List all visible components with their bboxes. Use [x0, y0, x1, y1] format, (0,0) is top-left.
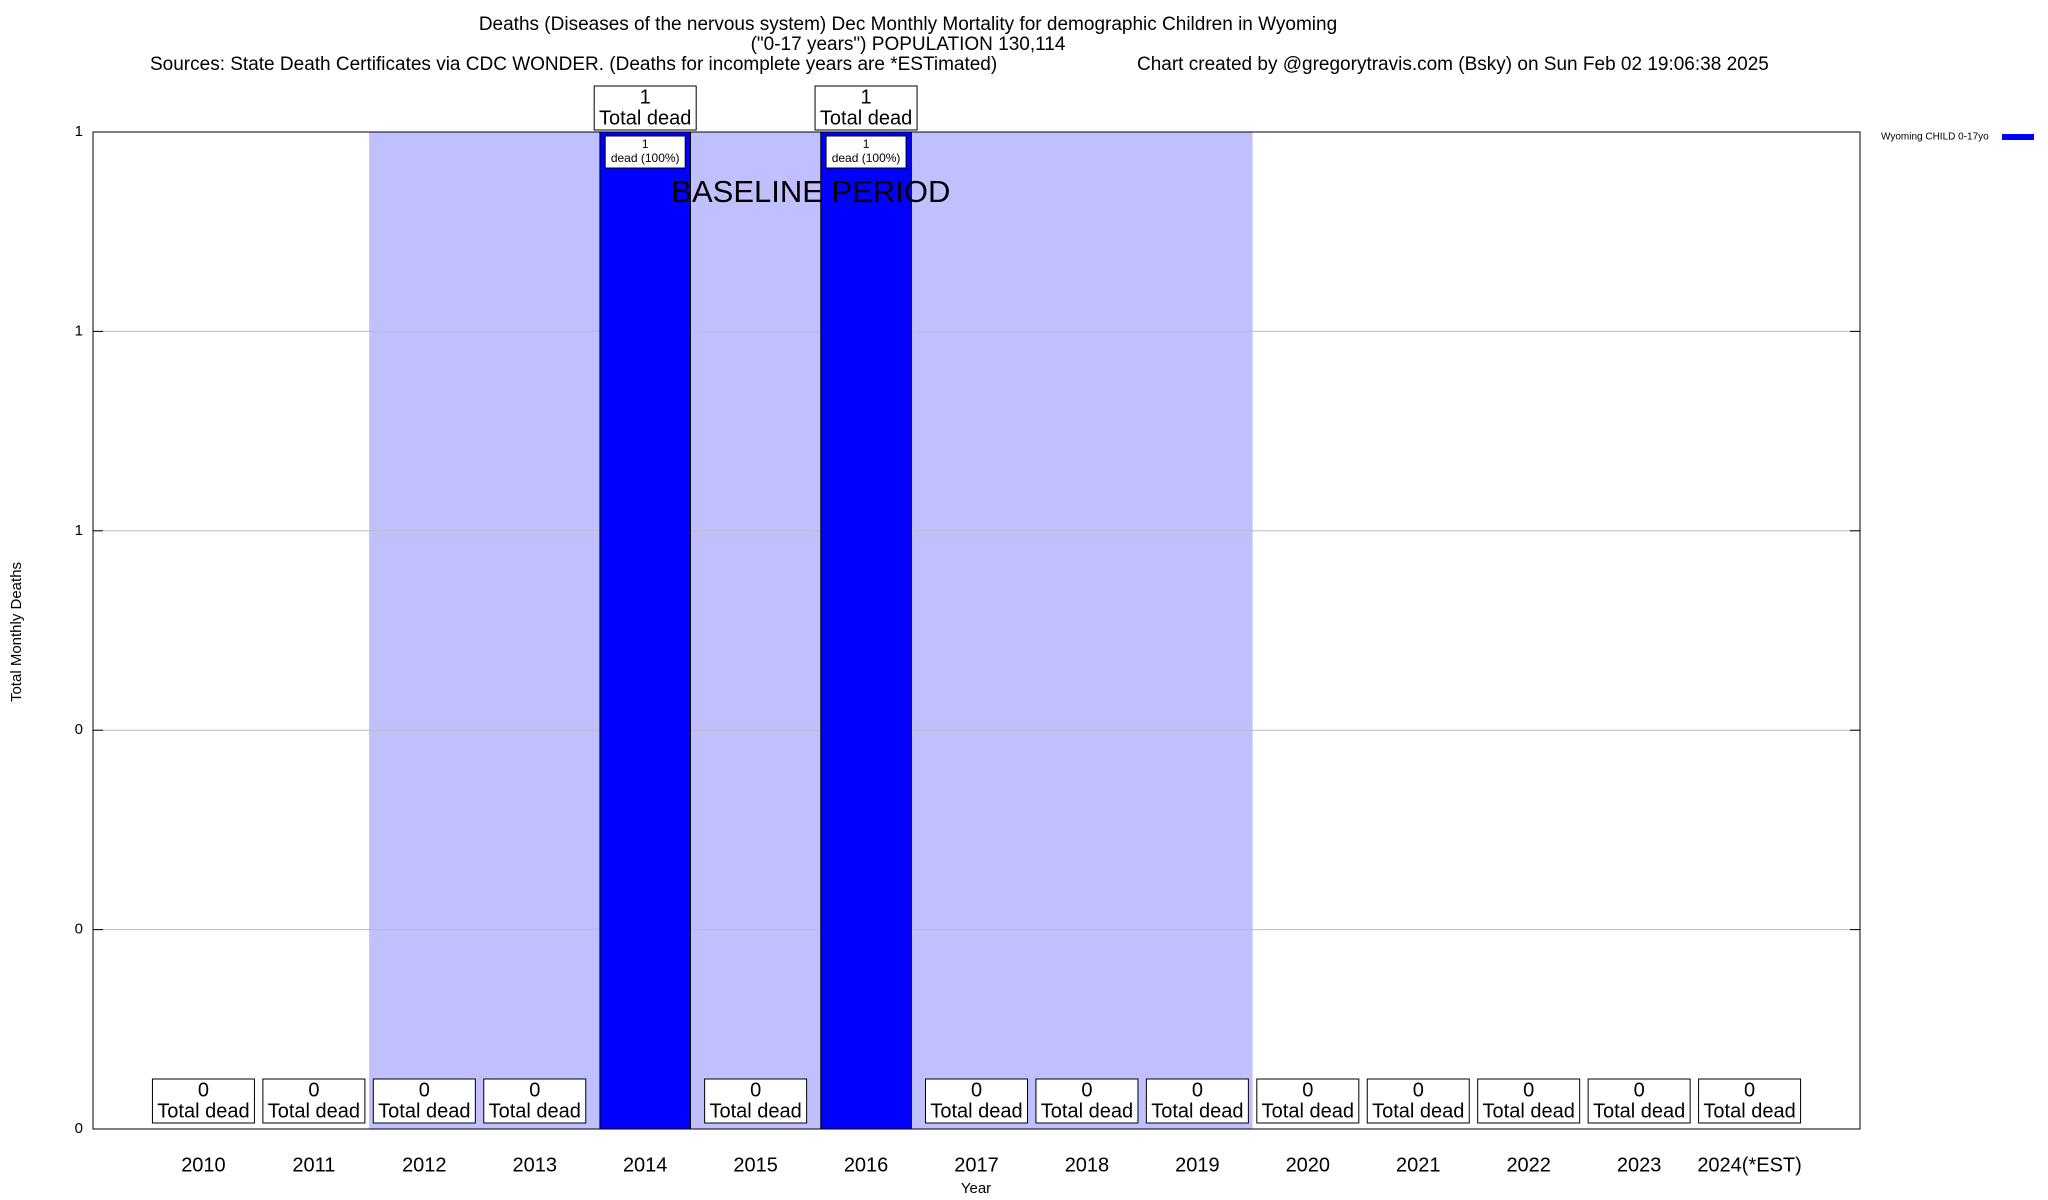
- value-label-text: Total dead: [489, 1100, 581, 1122]
- value-label-text: Total dead: [268, 1100, 360, 1122]
- value-label-text: Total dead: [1372, 1100, 1464, 1122]
- value-label-box: [483, 1078, 587, 1124]
- inner-label: 1: [642, 137, 649, 151]
- value-label-box: [1698, 1078, 1802, 1124]
- inner-label-box: [825, 135, 907, 169]
- value-label: 0: [308, 1079, 319, 1101]
- y-tick-label: 0: [75, 1120, 83, 1137]
- value-label-box: [814, 85, 918, 131]
- legend-label: Wyoming CHILD 0-17yo: [1881, 132, 1989, 143]
- value-label-text: Total dead: [1483, 1100, 1575, 1122]
- x-tick-label: 2023: [1617, 1154, 1662, 1176]
- value-label: 1: [640, 86, 651, 108]
- value-label: 0: [971, 1079, 982, 1101]
- inner-label: 1: [863, 137, 870, 151]
- y-tick-label: 0: [75, 721, 83, 738]
- x-tick-label: 2019: [1175, 1154, 1220, 1176]
- y-tick-label: 0: [75, 921, 83, 938]
- credit: Chart created by @gregorytravis.com (Bsk…: [1137, 54, 1769, 75]
- value-label-text: Total dead: [1041, 1100, 1133, 1122]
- value-label-box: [151, 1078, 255, 1124]
- value-label-text: Total dead: [1262, 1100, 1354, 1122]
- value-label: 0: [1192, 1079, 1203, 1101]
- value-label-box: [1587, 1078, 1691, 1124]
- baseline-region: [369, 132, 1253, 1129]
- value-label-text: Total dead: [930, 1100, 1022, 1122]
- x-tick-label: 2018: [1065, 1154, 1110, 1176]
- x-axis-label: Year: [961, 1180, 991, 1197]
- value-label-text: Total dead: [157, 1100, 249, 1122]
- value-label-box: [1366, 1078, 1470, 1124]
- value-label-box: [1035, 1078, 1139, 1124]
- value-label-box: [1145, 1078, 1249, 1124]
- value-label-box: [1477, 1078, 1581, 1124]
- value-label: 0: [529, 1079, 540, 1101]
- value-label: 0: [1302, 1079, 1313, 1101]
- x-tick-label: 2021: [1396, 1154, 1441, 1176]
- value-label-box: [704, 1078, 808, 1124]
- plot-frame: [92, 131, 1861, 1130]
- value-label-text: Total dead: [1593, 1100, 1685, 1122]
- x-tick-label: 2015: [733, 1154, 778, 1176]
- bar: [820, 131, 912, 1130]
- chart-title: Deaths (Diseases of the nervous system) …: [479, 14, 1337, 35]
- value-label-text: Total dead: [820, 107, 912, 129]
- value-label: 0: [198, 1079, 209, 1101]
- x-tick-label: 2024(*EST): [1697, 1154, 1802, 1176]
- value-label-text: Total dead: [1151, 1100, 1243, 1122]
- x-tick-label: 2011: [292, 1154, 335, 1176]
- sources: Sources: State Death Certificates via CD…: [150, 54, 997, 75]
- x-tick-label: 2012: [402, 1154, 447, 1176]
- value-label: 0: [750, 1079, 761, 1101]
- value-label: 0: [1634, 1079, 1645, 1101]
- x-tick-label: 2010: [181, 1154, 226, 1176]
- x-tick-label: 2016: [844, 1154, 889, 1176]
- value-label: 1: [861, 86, 872, 108]
- x-tick-label: 2013: [513, 1154, 558, 1176]
- x-tick-label: 2020: [1286, 1154, 1331, 1176]
- value-label-box: [1256, 1078, 1360, 1124]
- inner-label-text: dead (100%): [832, 151, 901, 165]
- y-tick-label: 1: [75, 322, 83, 339]
- value-label-box: [372, 1078, 476, 1124]
- y-axis-label: Total Monthly Deaths: [8, 562, 25, 702]
- y-tick-label: 1: [75, 522, 83, 539]
- value-label-box: [593, 85, 697, 131]
- value-label-box: [262, 1078, 366, 1124]
- value-label-text: Total dead: [599, 107, 691, 129]
- baseline-label: BASELINE PERIOD: [671, 174, 950, 209]
- value-label-box: [925, 1078, 1028, 1124]
- inner-label-text: dead (100%): [611, 151, 680, 165]
- value-label: 0: [1081, 1079, 1092, 1101]
- chart-subtitle: ("0-17 years") POPULATION 130,114: [751, 34, 1066, 55]
- value-label: 0: [419, 1079, 430, 1101]
- value-label: 0: [1744, 1079, 1755, 1101]
- x-tick-label: 2014: [623, 1154, 668, 1176]
- value-label-text: Total dead: [709, 1100, 801, 1122]
- value-label-text: Total dead: [1703, 1100, 1795, 1122]
- bar: [599, 131, 691, 1130]
- value-label: 0: [1413, 1079, 1424, 1101]
- value-label: 0: [1523, 1079, 1534, 1101]
- inner-label-box: [604, 135, 686, 169]
- x-tick-label: 2022: [1506, 1154, 1551, 1176]
- y-tick-label: 1: [75, 123, 83, 140]
- x-tick-label: 2017: [954, 1154, 999, 1176]
- value-label-text: Total dead: [378, 1100, 470, 1122]
